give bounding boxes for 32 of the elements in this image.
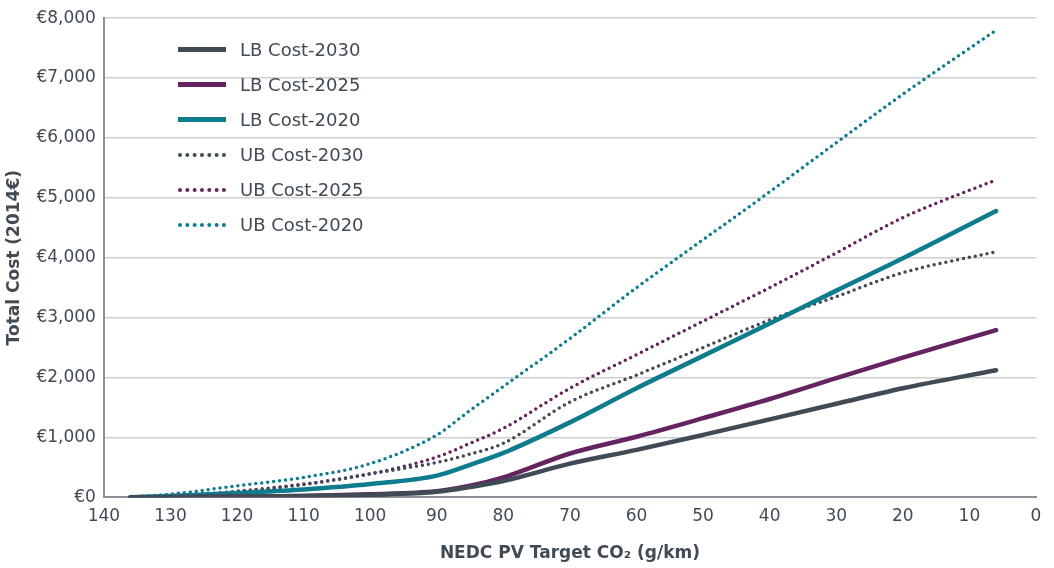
y-tick-label: €0 [74, 485, 96, 506]
legend-label: UB Cost-2025 [240, 179, 364, 200]
x-tick-label: 100 [353, 504, 387, 525]
legend-label: UB Cost-2030 [240, 144, 364, 165]
y-tick-label: €7,000 [36, 66, 96, 87]
x-tick-label: 120 [220, 504, 254, 525]
x-tick-label: 110 [287, 504, 320, 525]
legend-label: LB Cost-2020 [240, 109, 361, 130]
y-tick-label: €6,000 [36, 126, 96, 147]
y-tick-label: €1,000 [36, 425, 96, 446]
x-tick-label: 140 [87, 504, 121, 525]
legend-label: LB Cost-2025 [240, 74, 361, 95]
y-axis-title: Total Cost (2014€) [2, 170, 23, 346]
x-tick-label: 130 [154, 504, 187, 525]
x-tick-label: 80 [492, 504, 515, 525]
x-tick-label: 70 [559, 504, 581, 525]
x-tick-label: 30 [825, 504, 848, 525]
y-tick-label: €2,000 [36, 365, 96, 386]
x-tick-label: 20 [892, 504, 914, 525]
legend-label: LB Cost-2030 [240, 39, 361, 60]
y-tick-label: €5,000 [36, 186, 96, 207]
legend-label: UB Cost-2020 [240, 214, 364, 235]
x-tick-label: 90 [425, 504, 448, 525]
y-tick-label: €8,000 [36, 6, 96, 27]
x-tick-label: 40 [758, 504, 781, 525]
x-axis-title: NEDC PV Target CO₂ (g/km) [439, 542, 700, 563]
x-tick-label: 60 [625, 504, 648, 525]
y-tick-label: €3,000 [36, 306, 96, 326]
y-tick-label: €4,000 [36, 246, 96, 267]
x-tick-label: 10 [958, 504, 981, 525]
x-tick-label: 50 [692, 504, 714, 525]
x-tick-label: 0 [1030, 504, 1042, 525]
